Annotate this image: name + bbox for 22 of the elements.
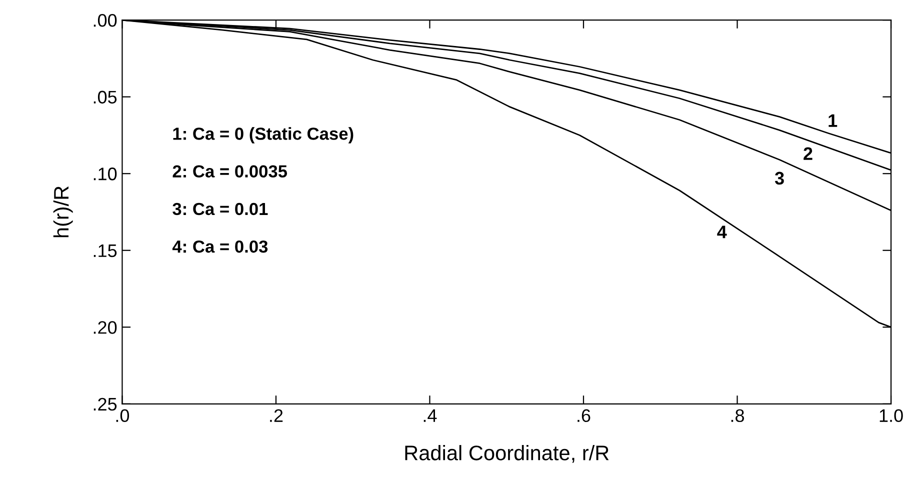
x-tick-label: .4: [424, 409, 437, 422]
y-tick-label: .10: [94, 168, 117, 180]
x-tick-label: .8: [731, 409, 744, 422]
annotation: 3: [774, 172, 784, 185]
x-tick-label: .0: [116, 409, 130, 422]
y-axis-title: h(r)/R: [53, 186, 73, 238]
annotation: 2: [804, 147, 812, 160]
annotation: 1: Ca = 0 (Static Case): [173, 127, 354, 144]
x-tick-label: .2: [270, 409, 283, 422]
x-axis-title: Radial Coordinate, r/R: [405, 445, 609, 463]
annotation: 4: Ca = 0.03: [172, 240, 268, 253]
annotation: 2: Ca = 0.0035: [172, 165, 288, 178]
y-tick-label: .05: [94, 90, 117, 104]
x-tick-label: 1.0: [880, 409, 903, 422]
y-tick-label: .25: [94, 398, 117, 411]
y-tick-label: .20: [94, 321, 117, 334]
annotation: 1: [828, 114, 838, 127]
y-tick-label: .00: [94, 14, 117, 27]
annotation: 3: Ca = 0.01: [172, 202, 268, 216]
y-tick-label: .15: [94, 244, 117, 258]
annotation: 4: [717, 226, 727, 238]
x-tick-label: .6: [578, 409, 590, 422]
